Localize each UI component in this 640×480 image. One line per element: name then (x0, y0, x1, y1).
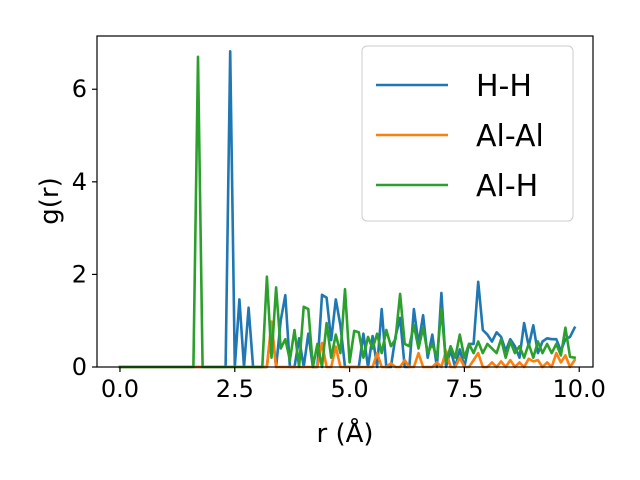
x-axis-label: r (Å) (316, 417, 373, 449)
x-tick-label: 2.5 (216, 375, 254, 403)
y-axis-label: g(r) (35, 177, 65, 224)
x-tick-label: 10.0 (553, 375, 606, 403)
legend-label-al-al: Al-Al (476, 119, 544, 154)
y-tick-label: 2 (72, 260, 87, 288)
legend: H-H Al-Al Al-H (361, 45, 574, 222)
y-tick-label: 6 (72, 75, 87, 103)
y-tick-label: 0 (72, 353, 87, 381)
ticks-layer: 0.0 2.5 5.0 7.5 10.0 0 2 4 6 (72, 75, 606, 403)
legend-entries: H-H Al-Al Al-H (376, 69, 544, 204)
x-tick-label: 7.5 (445, 375, 483, 403)
legend-label-al-h: Al-H (476, 169, 538, 204)
series-line-al-h (118, 55, 577, 369)
legend-label-h-h: H-H (476, 69, 532, 104)
x-tick-label: 5.0 (331, 375, 369, 403)
plot-frame (96, 35, 594, 368)
legend-frame (361, 45, 574, 222)
y-tick-label: 4 (72, 168, 87, 196)
x-tick-label: 0.0 (101, 375, 139, 403)
